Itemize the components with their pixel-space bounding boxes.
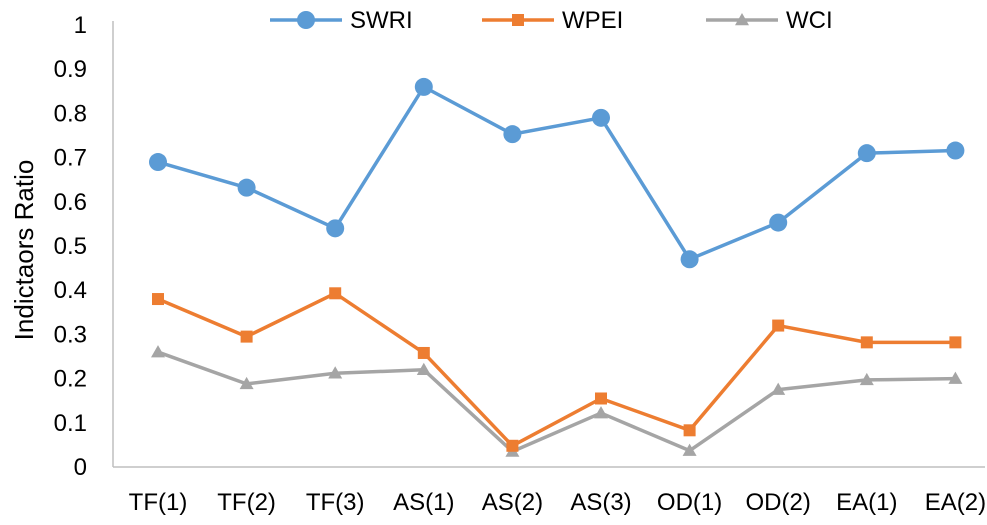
data-point-swri	[680, 250, 699, 269]
legend-item-wci: WCI	[706, 7, 833, 34]
data-point-wci	[859, 372, 874, 386]
legend-label-swri: SWRI	[350, 7, 413, 34]
y-tick-label: 0.3	[54, 321, 87, 348]
legend-label-wci: WCI	[786, 7, 833, 34]
x-tick-label: TF(1)	[129, 489, 188, 516]
data-point-swri	[149, 153, 167, 172]
data-point-swri	[237, 178, 256, 197]
legend: SWRI WPEI WCI	[270, 7, 833, 34]
data-point-swri	[414, 77, 433, 96]
data-point-swri	[592, 108, 610, 127]
data-point-swri	[503, 125, 522, 144]
data-point-wci	[239, 376, 254, 390]
series-swri	[149, 77, 965, 269]
y-tick-label: 1	[74, 12, 87, 39]
x-tick-label: AS(2)	[482, 489, 543, 516]
legend-item-wpei: WPEI	[482, 7, 623, 34]
x-tick-label: OD(1)	[657, 489, 722, 516]
y-axis: 0 0.1 0.2 0.3 0.4 0.5 0.6 0.7 0.8 0.9 1	[54, 12, 114, 481]
data-point-wci	[151, 345, 165, 358]
series-wpei	[152, 287, 962, 452]
series-line-wpei	[157, 291, 956, 448]
data-point-wpei	[949, 336, 962, 349]
data-point-wpei	[152, 293, 164, 306]
data-point-wpei	[329, 287, 342, 300]
legend-item-swri: SWRI	[270, 7, 413, 34]
data-point-wci	[416, 362, 431, 376]
data-point-wci	[682, 443, 697, 456]
legend-label-wpei: WPEI	[562, 7, 623, 34]
x-tick-label: EA(2)	[925, 489, 986, 516]
data-point-wpei	[683, 424, 696, 437]
legend-marker-wpei	[512, 14, 524, 26]
legend-marker-swri	[297, 11, 315, 29]
data-point-swri	[769, 213, 788, 232]
data-point-wci	[328, 366, 343, 379]
data-point-wpei	[772, 319, 785, 332]
y-tick-label: 0.4	[54, 277, 87, 304]
data-point-wpei	[417, 346, 430, 359]
data-point-wpei	[595, 392, 607, 405]
x-tick-label: TF(2)	[217, 489, 276, 516]
y-tick-label: 0.2	[54, 366, 87, 393]
x-tick-label: AS(3)	[570, 489, 631, 516]
data-point-wci	[771, 382, 786, 395]
data-point-swri	[946, 141, 965, 160]
series-line-wci	[157, 350, 956, 454]
x-axis: TF(1) TF(2) TF(3) AS(1) AS(2) AS(3) OD(1) OD(2)…	[113, 466, 986, 516]
x-tick-label: AS(1)	[393, 489, 454, 516]
x-tick-label: TF(3)	[306, 489, 365, 516]
y-tick-label: 0	[74, 454, 87, 481]
y-tick-label: 0.6	[54, 189, 87, 216]
data-point-wci	[594, 406, 608, 419]
data-point-swri	[857, 144, 876, 163]
y-tick-label: 0.7	[54, 145, 87, 172]
x-tick-label: EA(1)	[836, 489, 897, 516]
y-tick-label: 0.9	[54, 56, 87, 83]
y-tick-label: 0.1	[54, 410, 87, 437]
series-line-swri	[157, 85, 956, 262]
data-point-swri	[326, 219, 345, 238]
data-point-wci	[948, 371, 963, 384]
y-tick-label: 0.5	[54, 233, 87, 260]
data-point-wpei	[240, 330, 253, 343]
series-layer	[149, 77, 965, 457]
legend-marker-wci	[735, 13, 749, 26]
series-wci	[151, 345, 963, 457]
x-tick-label: OD(2)	[746, 489, 811, 516]
y-tick-label: 0.8	[54, 100, 87, 127]
y-axis-label: Indictaors Ratio	[9, 160, 39, 341]
data-point-wpei	[860, 336, 873, 349]
data-point-wpei	[506, 439, 519, 452]
